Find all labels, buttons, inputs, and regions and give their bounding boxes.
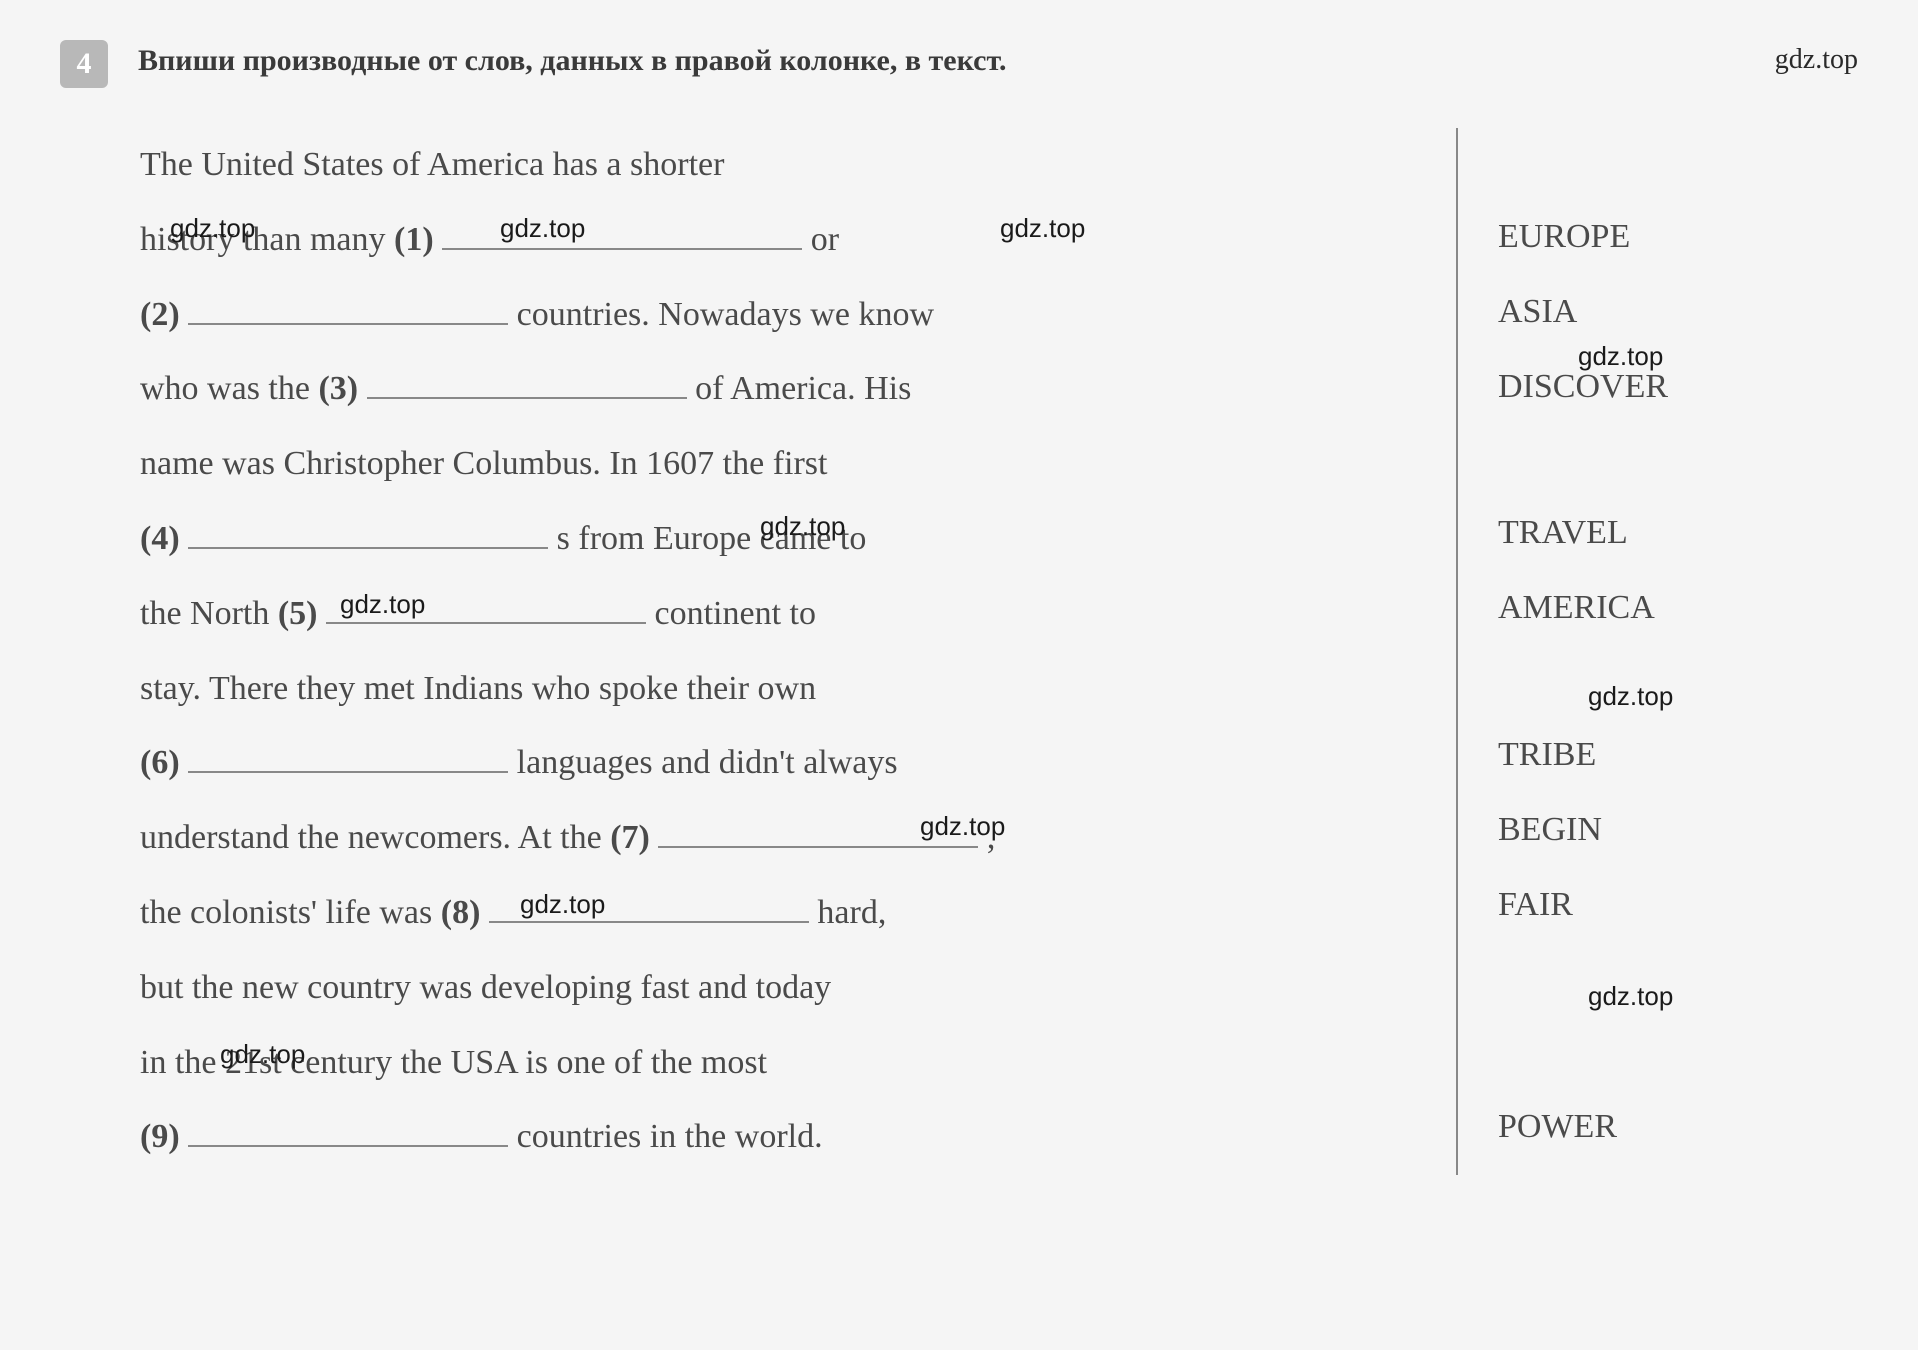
text-segment: in the 21st century the USA is one of th… (140, 1044, 767, 1081)
blank-label-6: (6) (140, 744, 180, 781)
blank-label-1: (1) (394, 221, 434, 258)
text-segment: The United States of America has a short… (140, 146, 724, 183)
exercise-number-badge: 4 (60, 40, 108, 88)
text-body: The United States of America has a short… (140, 128, 1416, 1175)
blank-label-7: (7) (610, 819, 650, 856)
blank-6[interactable] (188, 745, 508, 773)
word-6: TRIBE (1498, 718, 1818, 793)
text-segment: or (811, 221, 839, 258)
exercise-container: 4 Впиши производные от слов, данных в пр… (60, 40, 1858, 1175)
word-3: DISCOVER (1498, 350, 1818, 425)
word-4: TRAVEL (1498, 496, 1818, 571)
word-5: AMERICA (1498, 571, 1818, 646)
text-segment: countries in the world. (517, 1118, 823, 1155)
text-segment: the North (140, 595, 278, 632)
word-8: FAIR (1498, 868, 1818, 943)
blank-2[interactable] (188, 297, 508, 325)
content-area: The United States of America has a short… (60, 128, 1858, 1175)
text-segment: name was Christopher Columbus. In 1607 t… (140, 445, 827, 482)
text-segment: languages and didn't always (517, 744, 898, 781)
text-segment: stay. There they met Indians who spoke t… (140, 670, 816, 707)
text-segment: , (987, 819, 996, 856)
text-segment: who was the (140, 370, 318, 407)
text-segment: the colonists' life was (140, 894, 441, 931)
text-segment: hard, (817, 894, 886, 931)
word-1: EUROPE (1498, 200, 1818, 275)
word-9: POWER (1498, 1090, 1818, 1165)
text-segment: of America. His (695, 370, 911, 407)
blank-5[interactable] (326, 596, 646, 624)
words-column: EUROPE ASIA DISCOVER TRAVEL AMERICA TRIB… (1458, 128, 1818, 1175)
blank-label-2: (2) (140, 296, 180, 333)
blank-label-5: (5) (278, 595, 318, 632)
watermark-header: gdz.top (1775, 40, 1858, 76)
blank-3[interactable] (367, 371, 687, 399)
text-segment: but the new country was developing fast … (140, 969, 831, 1006)
blank-9[interactable] (188, 1119, 508, 1147)
blank-label-8: (8) (441, 894, 481, 931)
text-segment: history than many (140, 221, 394, 258)
word-7: BEGIN (1498, 793, 1818, 868)
text-column: The United States of America has a short… (140, 128, 1458, 1175)
blank-8[interactable] (489, 895, 809, 923)
blank-label-4: (4) (140, 520, 180, 557)
blank-7[interactable] (658, 820, 978, 848)
text-segment: s from Europe came to (557, 520, 867, 557)
blank-4[interactable] (188, 521, 548, 549)
blank-label-3: (3) (318, 370, 358, 407)
word-2: ASIA (1498, 275, 1818, 350)
header-row: 4 Впиши производные от слов, данных в пр… (60, 40, 1858, 88)
exercise-instruction: Впиши производные от слов, данных в прав… (138, 40, 1775, 78)
text-segment: continent to (655, 595, 816, 632)
text-segment: understand the newcomers. At the (140, 819, 610, 856)
text-segment: countries. Nowadays we know (517, 296, 934, 333)
blank-label-9: (9) (140, 1118, 180, 1155)
blank-1[interactable] (442, 222, 802, 250)
